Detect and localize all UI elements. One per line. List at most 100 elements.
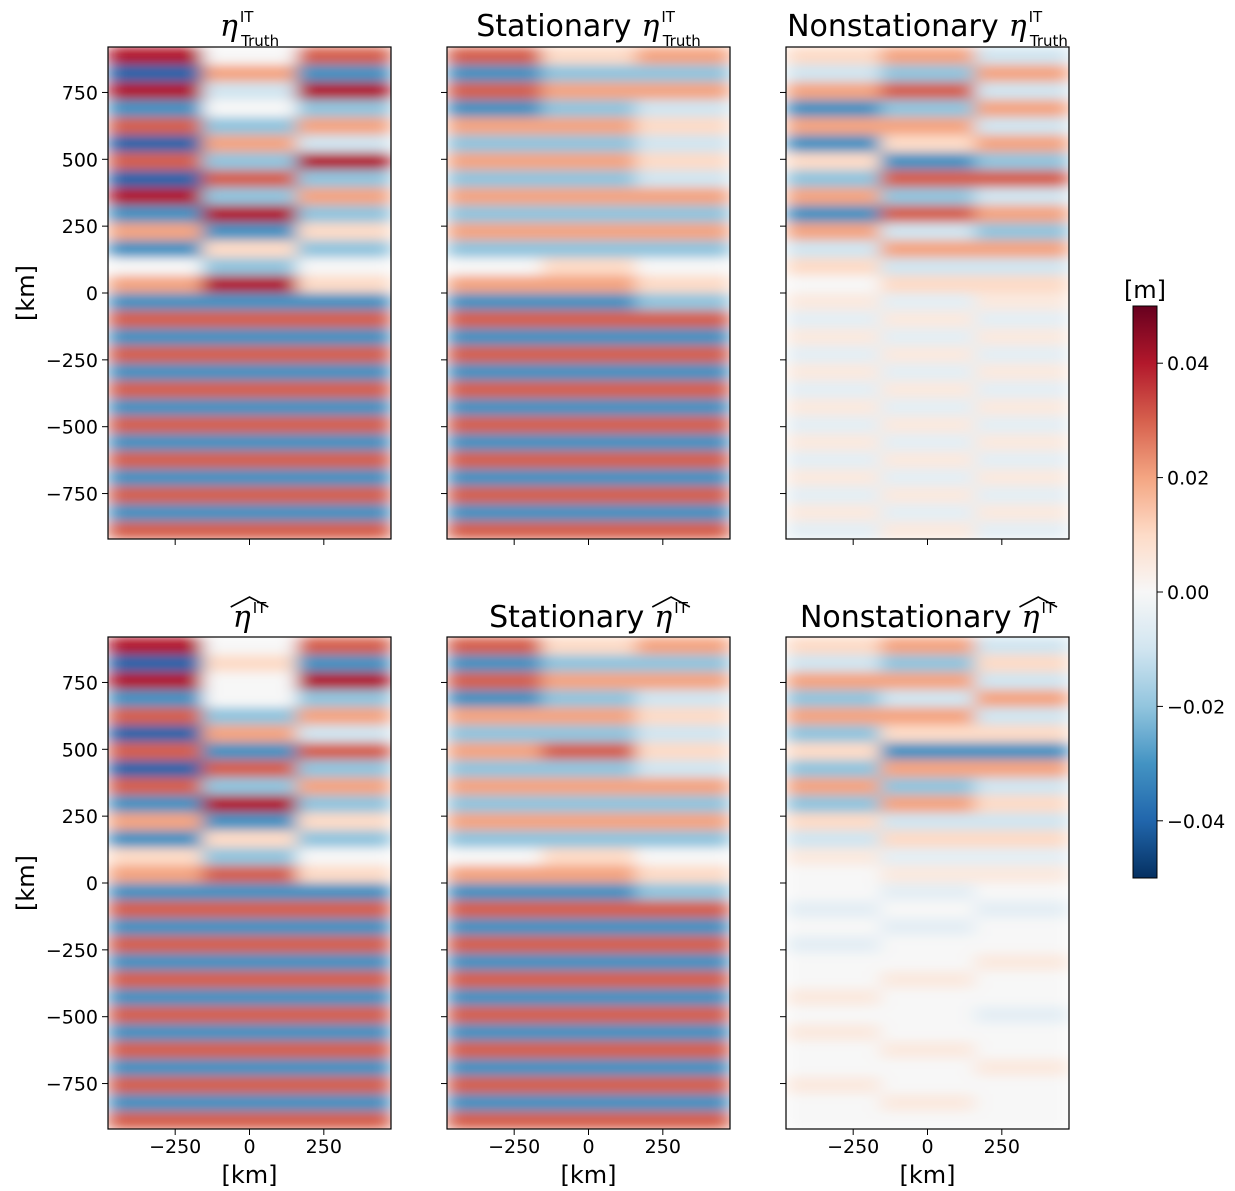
cell [296, 918, 391, 937]
cell [974, 883, 1069, 902]
cell [447, 1058, 542, 1077]
cell [447, 1093, 542, 1112]
cell [786, 1023, 881, 1042]
cell [974, 672, 1069, 691]
cell [541, 970, 637, 989]
cell [974, 760, 1069, 779]
cell [880, 918, 976, 937]
cell [786, 486, 881, 505]
y-tick-label: 0 [86, 283, 98, 305]
title-symbol: η [654, 600, 672, 635]
cell [296, 988, 391, 1007]
cell [635, 847, 730, 866]
cell [541, 134, 637, 153]
cell [296, 637, 391, 656]
cell [541, 416, 637, 435]
y-tick-label: −500 [46, 1007, 98, 1029]
cell [880, 953, 976, 972]
cell [786, 222, 881, 241]
cell [202, 222, 298, 241]
cell [202, 1093, 298, 1112]
cell [108, 345, 203, 364]
x-tick-label: 250 [645, 1136, 681, 1158]
colorbar-tick-label: 0.00 [1167, 582, 1209, 604]
cell [296, 1023, 391, 1042]
cell [786, 1111, 881, 1129]
cell [974, 64, 1069, 83]
cell [635, 883, 730, 902]
title-sup: IT [674, 599, 688, 617]
cell [635, 1076, 730, 1095]
title-sub: Truth [662, 32, 701, 50]
cell [786, 918, 881, 937]
cell [447, 433, 542, 452]
cell [296, 953, 391, 972]
panel-1 [447, 47, 730, 539]
cell [108, 988, 203, 1007]
cell [108, 847, 203, 866]
cell [202, 1111, 298, 1129]
cell [786, 275, 881, 294]
cell [880, 117, 976, 136]
cell [786, 82, 881, 101]
cell [447, 117, 542, 136]
cell [541, 222, 637, 241]
cell [202, 398, 298, 417]
cell [974, 275, 1069, 294]
panel-title: Nonstationary η IT Truth [787, 8, 1068, 50]
panel-title: Stationary η IT [489, 599, 689, 635]
cell [541, 310, 637, 329]
cell [541, 152, 637, 171]
cell [447, 672, 542, 691]
cell [202, 883, 298, 902]
cell [974, 328, 1069, 347]
cell [880, 152, 976, 171]
cell [202, 205, 298, 224]
cell [447, 345, 542, 364]
cell [635, 637, 730, 656]
cell [786, 451, 881, 470]
cell [447, 1111, 542, 1129]
cell [974, 847, 1069, 866]
cell [447, 416, 542, 435]
cell [541, 1093, 637, 1112]
cell [296, 433, 391, 452]
cell [635, 521, 730, 539]
cell [108, 812, 203, 831]
cell [296, 205, 391, 224]
title-symbol: η [1009, 9, 1027, 44]
cell [880, 82, 976, 101]
cell [447, 1023, 542, 1042]
cell [880, 521, 976, 539]
cell [108, 1023, 203, 1042]
cell [202, 760, 298, 779]
cell [108, 883, 203, 902]
cell [296, 328, 391, 347]
cell [296, 1093, 391, 1112]
cell [635, 398, 730, 417]
cell [635, 707, 730, 726]
cell [974, 970, 1069, 989]
cell [108, 970, 203, 989]
cell [108, 451, 203, 470]
cell [447, 82, 542, 101]
cell [202, 1006, 298, 1025]
cell [202, 433, 298, 452]
colorbar-tick-label: 0.02 [1167, 468, 1209, 490]
cell [974, 654, 1069, 673]
cell [108, 724, 203, 743]
cell [880, 847, 976, 866]
cell [447, 707, 542, 726]
cell [974, 953, 1069, 972]
cell [541, 742, 637, 761]
title-prefix: Stationary [476, 9, 631, 44]
cell [296, 363, 391, 382]
cell [447, 503, 542, 522]
cell [786, 521, 881, 539]
cell [541, 988, 637, 1007]
cell [447, 328, 542, 347]
cell [202, 970, 298, 989]
cell [541, 830, 637, 849]
cell [974, 865, 1069, 884]
cell [974, 1041, 1069, 1060]
